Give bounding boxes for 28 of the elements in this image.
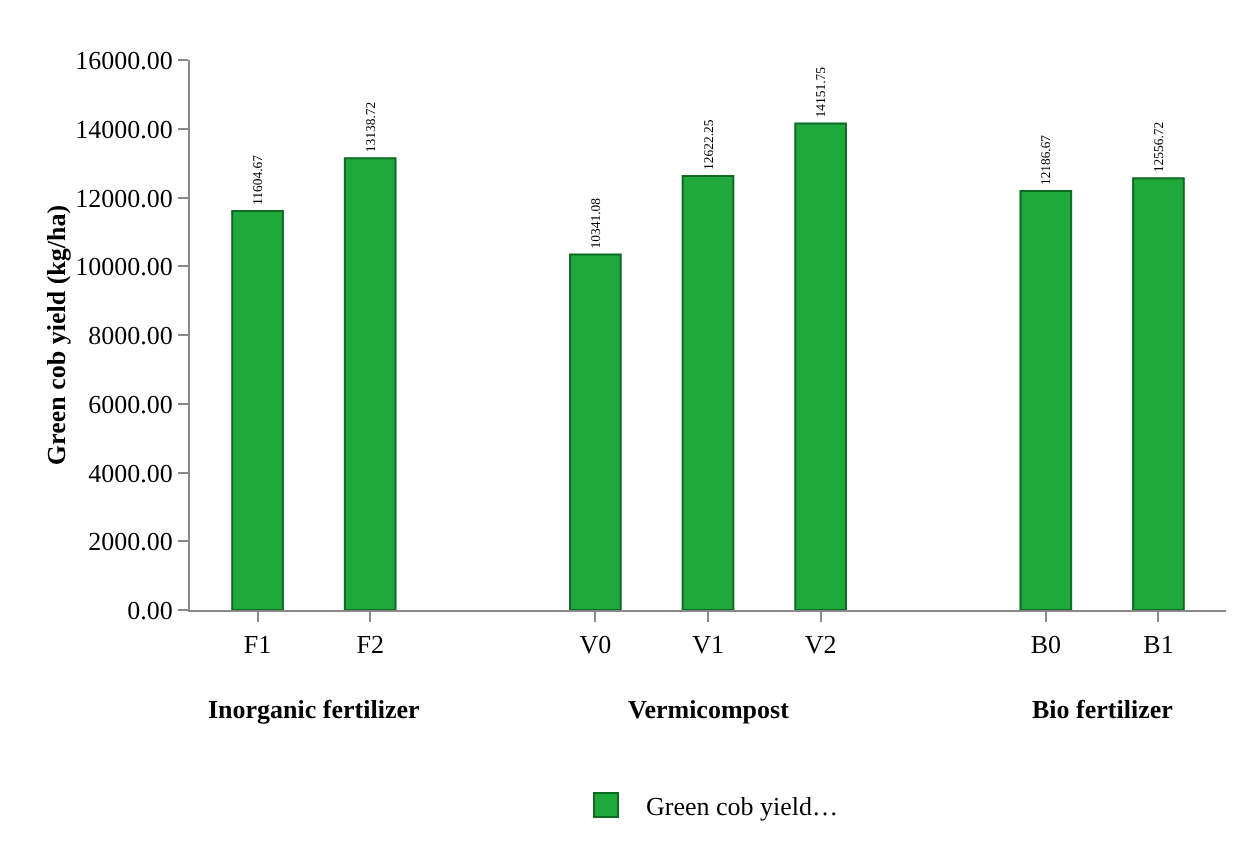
text: Vermicompost xyxy=(628,694,791,724)
x-tick-label: V1 xyxy=(692,629,724,660)
x-tick-label: B1 xyxy=(1143,629,1174,660)
y-tick-label: 6000.00 xyxy=(88,388,173,419)
legend-label: Green cob yield… xyxy=(646,791,839,822)
y-tick-label: 14000.00 xyxy=(75,113,173,144)
x-tick-label: V2 xyxy=(804,629,837,660)
y-axis-title: Green cob yield (kg/ha) xyxy=(41,204,72,466)
y-tick-label: 4000.00 xyxy=(88,457,173,488)
bar xyxy=(794,122,847,610)
bar xyxy=(231,210,284,610)
y-tick-label: 10000.00 xyxy=(75,251,173,282)
text: Bio fertilizer xyxy=(1032,694,1174,724)
y-tick-label: 0.00 xyxy=(127,595,173,626)
x-tick-label: V0 xyxy=(579,629,612,660)
x-tick-label: F1 xyxy=(243,629,272,660)
text: Inorganic fertilizer xyxy=(208,694,420,724)
x-tick-label: B0 xyxy=(1030,629,1061,660)
bar xyxy=(343,157,397,610)
bar xyxy=(1132,177,1185,610)
y-tick-label: 8000.00 xyxy=(88,320,173,351)
y-tick-label: 12000.00 xyxy=(75,182,173,213)
y-tick-label: 16000.00 xyxy=(75,45,173,76)
x-tick-label: F2 xyxy=(356,629,384,660)
bar xyxy=(681,175,735,610)
y-tick-label: 2000.00 xyxy=(88,526,173,557)
bar xyxy=(569,253,622,610)
bar xyxy=(1019,190,1073,610)
